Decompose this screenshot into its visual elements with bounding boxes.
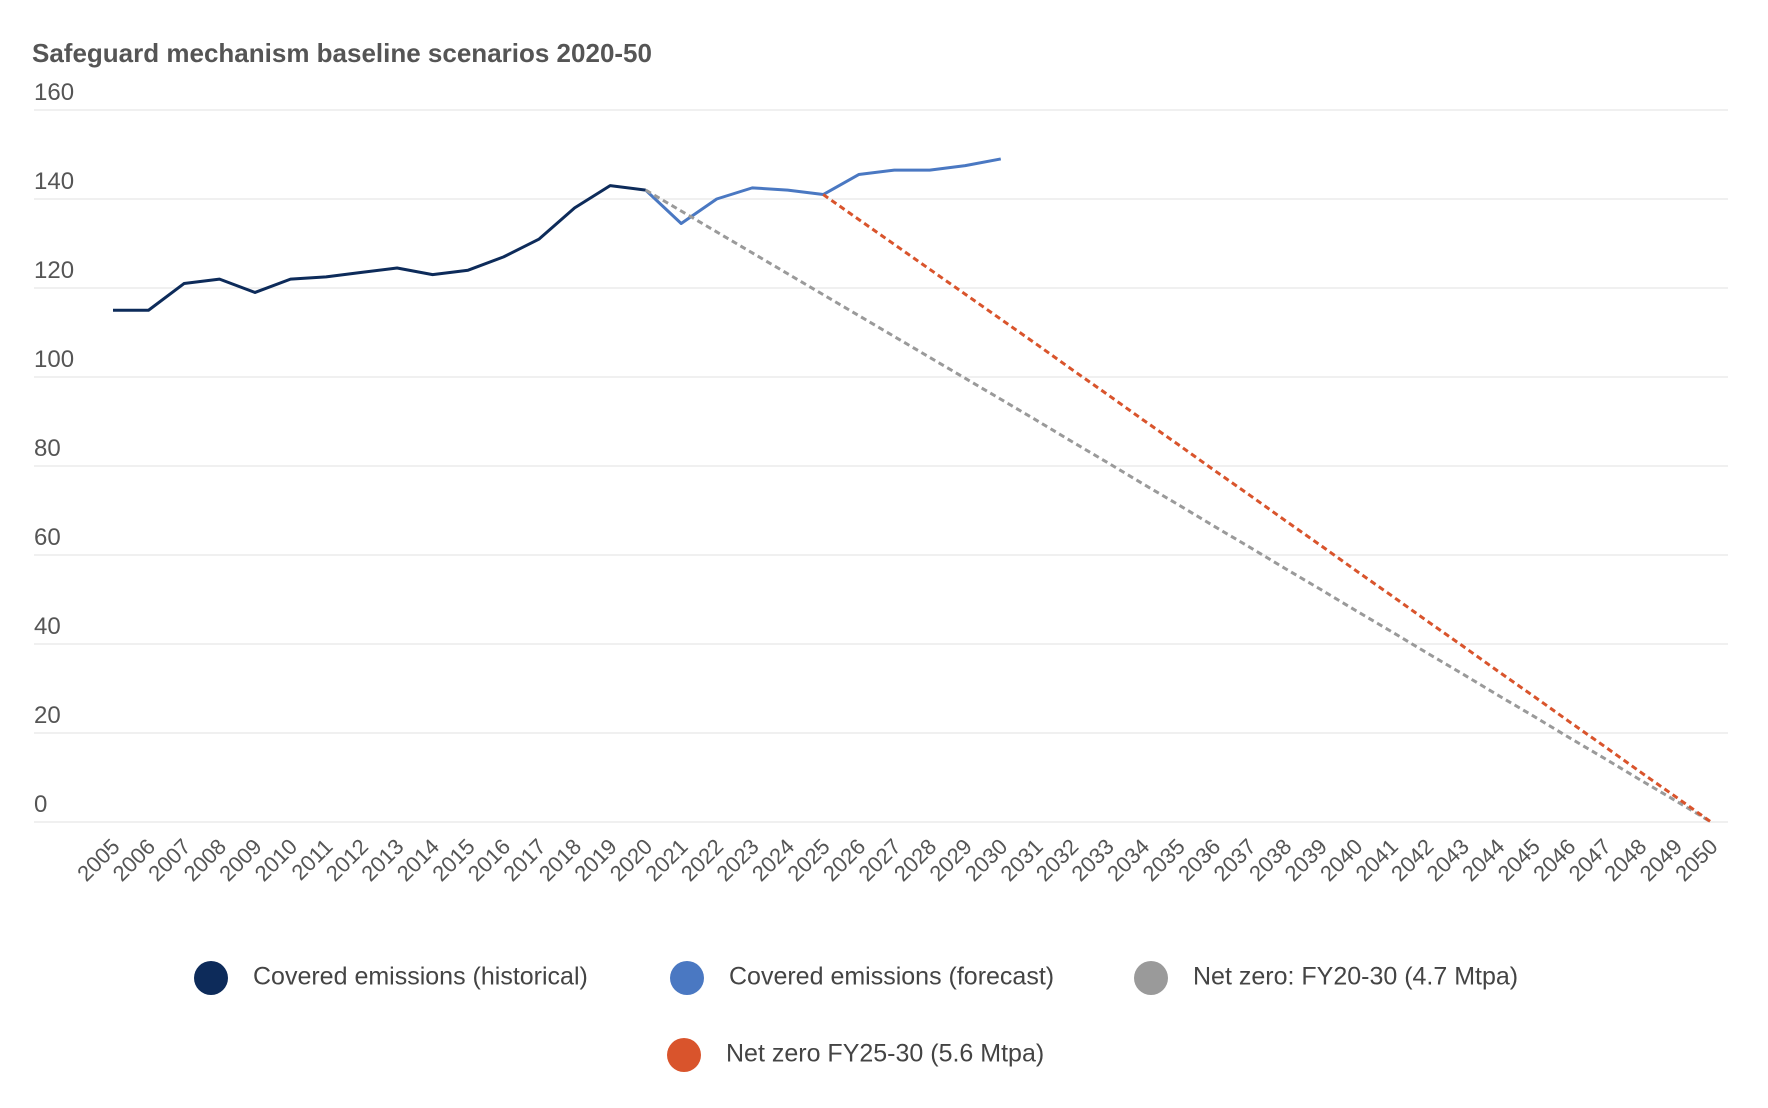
y-tick-label: 120 bbox=[34, 257, 74, 284]
chart-title: Safeguard mechanism baseline scenarios 2… bbox=[32, 38, 652, 68]
legend-label: Covered emissions (historical) bbox=[253, 963, 588, 991]
legend-label: Net zero: FY20-30 (4.7 Mtpa) bbox=[1193, 963, 1518, 991]
y-tick-label: 160 bbox=[34, 79, 74, 106]
series-line bbox=[113, 184, 646, 312]
y-tick-label: 20 bbox=[34, 702, 61, 729]
series-line bbox=[822, 193, 1712, 824]
legend-label: Net zero FY25-30 (5.6 Mtpa) bbox=[726, 1040, 1044, 1068]
legend-marker bbox=[194, 961, 228, 995]
y-tick-label: 0 bbox=[34, 791, 47, 818]
legend-marker bbox=[670, 961, 704, 995]
series-line bbox=[644, 157, 1002, 225]
y-tick-label: 100 bbox=[34, 346, 74, 373]
legend-marker bbox=[667, 1038, 701, 1072]
y-tick-label: 60 bbox=[34, 524, 61, 551]
y-tick-label: 40 bbox=[34, 613, 61, 640]
legend-marker bbox=[1134, 961, 1168, 995]
y-tick-label: 80 bbox=[34, 435, 61, 462]
series-line bbox=[644, 188, 1712, 824]
legend-label: Covered emissions (forecast) bbox=[729, 963, 1054, 991]
y-tick-label: 140 bbox=[34, 168, 74, 195]
